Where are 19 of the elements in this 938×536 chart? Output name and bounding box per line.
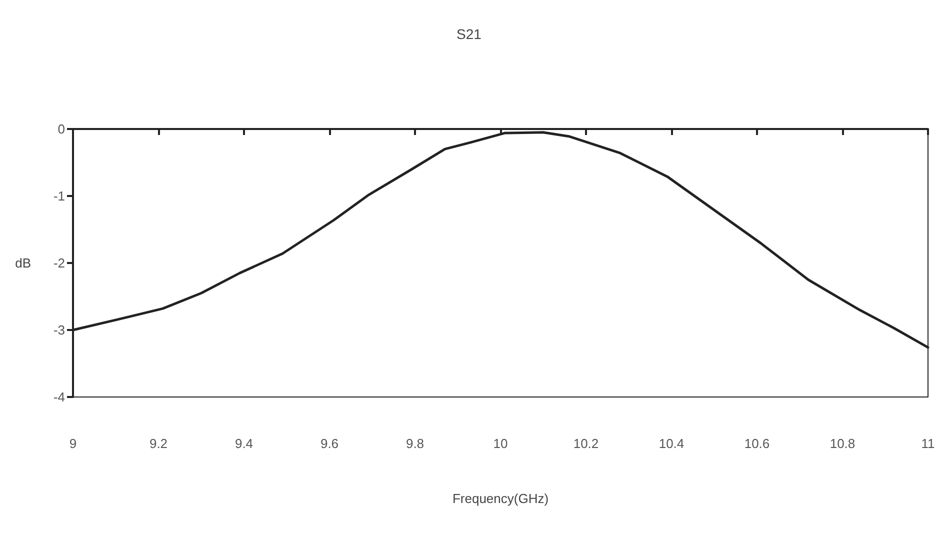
- y-axis-title: dB: [15, 256, 31, 270]
- x-tick-label: 10.8: [830, 436, 856, 451]
- x-tick-label: 10: [493, 436, 508, 451]
- x-tick-label: 9.4: [234, 436, 254, 451]
- x-tick-label: 10.4: [658, 436, 684, 451]
- chart-title: S21: [456, 26, 482, 42]
- x-tick-label: 11: [921, 436, 935, 451]
- y-tick-label: -1: [53, 188, 65, 204]
- x-tick-label: 9.6: [320, 436, 339, 451]
- x-axis-title: Frequency(GHz): [452, 491, 549, 506]
- x-tick-label: 9: [69, 436, 77, 451]
- x-tick-label: 9.8: [406, 436, 424, 451]
- x-tick-label: 10.2: [573, 436, 599, 451]
- y-tick-label: -2: [53, 256, 65, 270]
- y-tick-label: -4: [53, 390, 65, 404]
- y-tick-label: -3: [53, 322, 65, 338]
- x-tick-label: 9.2: [149, 436, 168, 451]
- x-tick-label: 10.6: [744, 436, 770, 451]
- y-tick-label: 0: [58, 122, 65, 136]
